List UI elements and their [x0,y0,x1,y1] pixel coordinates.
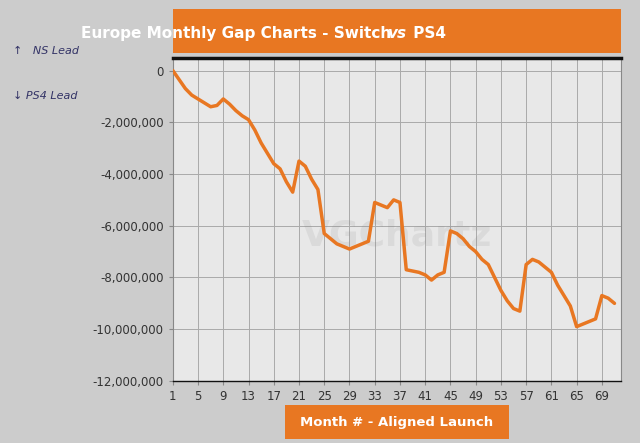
Text: Europe Monthly Gap Charts - Switch: Europe Monthly Gap Charts - Switch [81,26,397,41]
Text: Month # - Aligned Launch: Month # - Aligned Launch [300,416,493,429]
Text: vs: vs [387,26,406,41]
Text: ↓ PS4 Lead: ↓ PS4 Lead [13,91,77,101]
Text: VGChartz: VGChartz [301,218,492,253]
Text: PS4: PS4 [408,26,446,41]
Text: ↑   NS Lead: ↑ NS Lead [13,46,79,56]
